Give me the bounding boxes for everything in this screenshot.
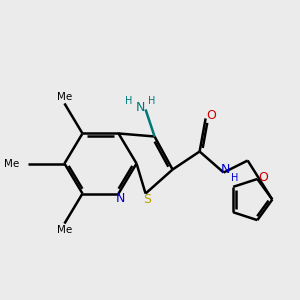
Text: Me: Me	[57, 92, 72, 102]
Text: H: H	[231, 173, 239, 183]
Text: Me: Me	[4, 158, 20, 169]
Text: Me: Me	[57, 225, 72, 235]
Text: S: S	[143, 193, 151, 206]
Text: N: N	[115, 193, 125, 206]
Text: H: H	[148, 96, 156, 106]
Text: H: H	[125, 96, 133, 106]
Text: O: O	[206, 109, 216, 122]
Text: O: O	[258, 171, 268, 184]
Text: N: N	[220, 163, 230, 176]
Text: N: N	[136, 101, 145, 115]
